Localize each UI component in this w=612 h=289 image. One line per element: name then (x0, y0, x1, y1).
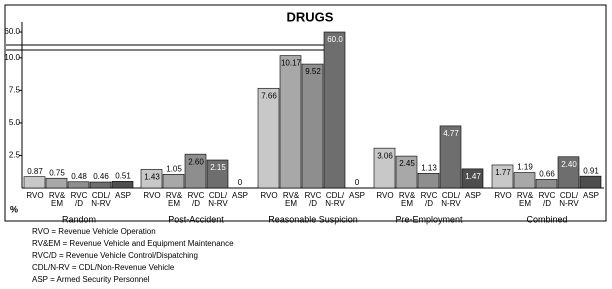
bar-category-label: ASP (582, 191, 599, 200)
bar (461, 168, 484, 189)
bar (111, 181, 134, 189)
bar-category-label: RV& EM (516, 191, 534, 208)
bar (23, 176, 46, 189)
bar (373, 147, 396, 189)
y-tick-label: 5.0 (9, 118, 21, 127)
bar (162, 174, 185, 189)
bar-category-label: RVC /D (538, 191, 556, 208)
bar (439, 125, 462, 189)
bar-category-label: RVO (143, 191, 161, 200)
bar (579, 175, 602, 189)
value-label: 2.60 (188, 157, 204, 166)
bar (535, 179, 558, 189)
value-label: 2.15 (210, 163, 226, 172)
group-label: Reasonable Suspicion (268, 214, 358, 224)
bar-category-label: RVC /D (420, 191, 438, 208)
y-tick-label: 10.0 (4, 53, 20, 62)
value-label: 1.19 (517, 163, 533, 172)
y-tick-label: 2.5 (9, 151, 21, 160)
bar (323, 31, 346, 189)
bar-category-label: RVO (494, 191, 512, 200)
value-label: 0.48 (71, 172, 87, 181)
legend-note: ASP = Armed Security Personnel (32, 275, 150, 284)
bar (257, 87, 280, 189)
value-label: 0 (238, 178, 243, 187)
bar-category-label: RV& EM (48, 191, 66, 208)
bar (206, 159, 229, 189)
bar (395, 155, 418, 189)
value-label: 0.87 (27, 167, 43, 176)
bar-category-label: CDL/ N-RV (441, 191, 461, 208)
bar (67, 181, 90, 189)
y-unit: % (10, 204, 18, 214)
value-label: 10.17 (281, 59, 302, 68)
group-label: Pre-Employment (395, 214, 463, 224)
value-label: 60.0 (327, 35, 343, 44)
bar-category-label: RVC /D (187, 191, 205, 208)
bar-category-label: ASP (114, 191, 131, 200)
value-label: 0.75 (49, 168, 65, 177)
bar-category-label: RV& EM (398, 191, 416, 208)
value-label: 0.91 (583, 166, 599, 175)
value-label: 1.77 (495, 168, 511, 177)
y-tick-label: 60.0 (4, 27, 20, 36)
bar-category-label: RV& EM (165, 191, 183, 208)
bar-category-label: ASP (348, 191, 365, 200)
group-label: Post-Accident (168, 214, 224, 224)
bar-category-label: ASP (231, 191, 248, 200)
value-label: 0.51 (115, 171, 131, 180)
value-label: 0.46 (93, 172, 109, 181)
bar (140, 169, 163, 189)
bar (45, 177, 68, 189)
bar (301, 63, 324, 189)
bar (417, 172, 440, 189)
legend-note: RVO = Revenue Vehicle Operation (32, 227, 156, 236)
group-label: Combined (526, 214, 567, 224)
bar-category-label: RVC /D (304, 191, 322, 208)
legend-note: RV&EM = Revenue Vehicle and Equipment Ma… (32, 239, 234, 248)
bar-category-label: RVO (260, 191, 278, 200)
bar-category-label: RV& EM (282, 191, 300, 208)
value-label: 0 (355, 178, 360, 187)
bar-category-label: RVO (376, 191, 394, 200)
value-label: 9.52 (305, 67, 321, 76)
value-label: 2.40 (561, 160, 577, 169)
bar-category-label: ASP (464, 191, 481, 200)
legend-note: CDL/N-RV = CDL/Non-Revenue Vehicle (32, 263, 175, 272)
bar (89, 181, 112, 189)
y-tick-label: 7.5 (9, 85, 21, 94)
value-label: 2.45 (399, 159, 415, 168)
bar (279, 55, 302, 189)
bar (557, 156, 580, 189)
bar-category-label: RVC /D (70, 191, 88, 208)
value-label: 4.77 (443, 129, 459, 138)
value-label: 3.06 (377, 151, 393, 160)
bar (491, 164, 514, 189)
bar-category-label: CDL/ N-RV (208, 191, 228, 208)
value-label: 1.47 (465, 172, 481, 181)
chart-title: DRUGS (287, 9, 334, 24)
bar-category-label: CDL/ N-RV (91, 191, 111, 208)
value-label: 1.13 (421, 163, 437, 172)
bar-category-label: RVO (26, 191, 44, 200)
value-label: 0.66 (539, 170, 555, 179)
bar-category-label: CDL/ N-RV (559, 191, 579, 208)
value-label: 7.66 (261, 91, 277, 100)
group-label: Random (62, 214, 96, 224)
bar (184, 153, 207, 189)
bar-category-label: CDL/ N-RV (325, 191, 345, 208)
value-label: 1.05 (166, 164, 182, 173)
bar (513, 172, 536, 189)
value-label: 1.43 (144, 172, 160, 181)
legend-note: RVC/D = Revenue Vehicle Control/Dispatch… (32, 251, 198, 260)
